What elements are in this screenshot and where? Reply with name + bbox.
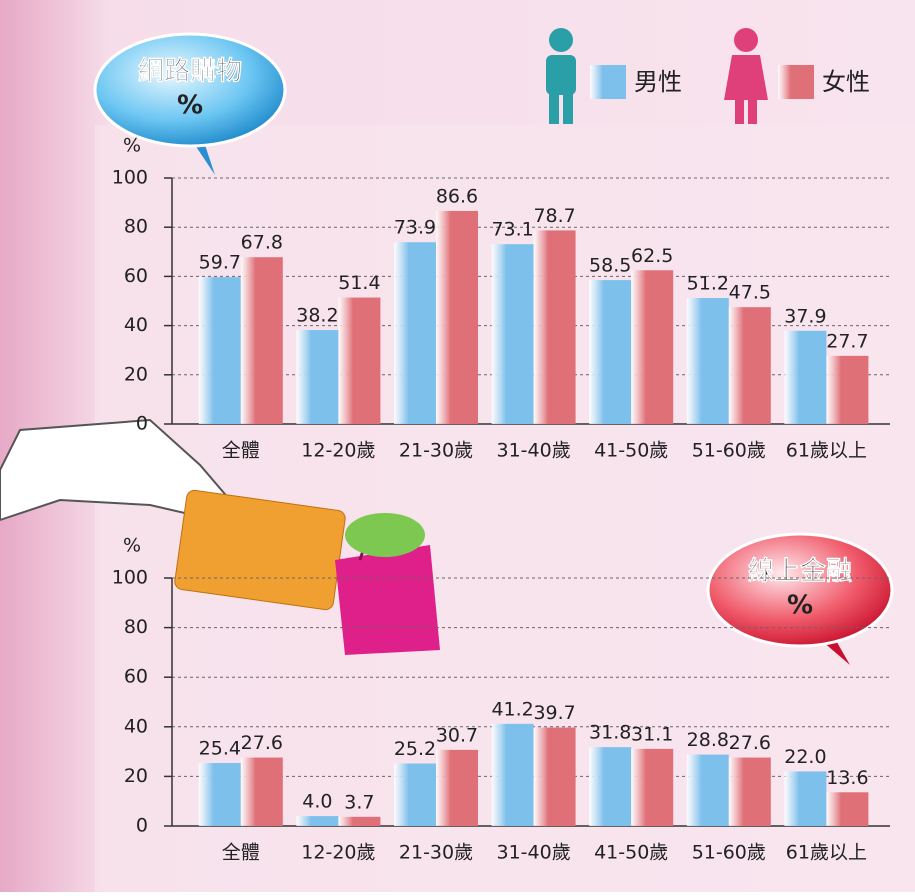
value-label: 78.7 [533,205,575,227]
value-label: 37.9 [784,305,826,327]
chart-title: 線上金融 [748,556,852,587]
y-axis-label: % [123,135,141,157]
value-label: 41.2 [491,698,533,720]
y-tick-label: 60 [124,265,148,287]
value-label: 86.6 [436,185,478,207]
x-tick-label: 31-40歲 [496,440,570,462]
value-label: 51.2 [687,273,729,295]
value-label: 27.6 [729,732,771,754]
y-tick-label: 20 [124,363,148,385]
bar [492,724,534,826]
x-tick-label: 21-30歲 [399,440,473,462]
bar [534,728,576,826]
value-label: 25.4 [199,738,241,760]
chart: 網路購物%%020406080100全體59.767.812-20歲38.251… [0,0,915,892]
value-label: 51.4 [338,272,380,294]
bar [631,749,673,826]
x-tick-label: 41-50歲 [594,842,668,864]
x-tick-label: 12-20歲 [301,842,375,864]
bar [729,758,771,826]
x-tick-label: 全體 [222,842,260,864]
bar [534,230,576,424]
y-tick-label: 100 [112,167,148,189]
value-label: 3.7 [344,791,374,813]
value-label: 25.2 [394,738,436,760]
bar [784,331,826,424]
value-label: 4.0 [302,791,332,813]
bar [687,755,729,826]
x-tick-label: 全體 [222,440,260,462]
bar [199,277,241,424]
x-tick-label: 41-50歲 [594,440,668,462]
bar [296,330,338,424]
y-tick-label: 20 [124,765,148,787]
bar [687,298,729,424]
value-label: 13.6 [826,767,868,789]
bar [199,763,241,826]
bar [826,792,868,826]
bar [394,764,436,826]
bar [631,270,673,424]
legend-label: 女性 [822,68,870,96]
legend-swatch [778,65,814,99]
bar [589,280,631,424]
x-tick-label: 61歲以上 [786,440,867,462]
value-label: 27.7 [826,330,868,352]
x-tick-label: 21-30歲 [399,842,473,864]
value-label: 62.5 [631,245,673,267]
chart-title: 網路購物 [138,56,242,87]
value-label: 73.9 [394,217,436,239]
chart-subtitle: % [787,591,813,621]
value-label: 73.1 [491,219,533,241]
legend-swatch [590,65,626,99]
bar [338,298,380,424]
bar [394,242,436,424]
y-tick-label: 80 [124,216,148,238]
y-tick-label: 0 [136,413,148,435]
value-label: 22.0 [784,746,826,768]
y-tick-label: 40 [124,715,148,737]
bar [436,211,478,424]
y-axis-label: % [123,535,141,557]
y-tick-label: 100 [112,567,148,589]
bar [296,816,338,826]
bar [589,747,631,826]
x-tick-label: 51-60歲 [692,842,766,864]
chart-subtitle: % [177,91,203,121]
value-label: 27.6 [241,732,283,754]
bar [826,356,868,424]
bar [729,307,771,424]
value-label: 38.2 [296,305,338,327]
value-label: 67.8 [241,232,283,254]
bar [492,244,534,424]
bar [241,758,283,826]
value-label: 31.1 [631,723,673,745]
value-label: 28.8 [687,729,729,751]
value-label: 58.5 [589,255,631,277]
value-label: 31.8 [589,722,631,744]
bar [241,257,283,424]
y-tick-label: 0 [136,815,148,837]
x-tick-label: 12-20歲 [301,440,375,462]
bar [784,771,826,826]
legend-label: 男性 [634,68,682,96]
y-tick-label: 60 [124,666,148,688]
value-label: 59.7 [199,252,241,274]
x-tick-label: 31-40歲 [496,842,570,864]
y-tick-label: 80 [124,616,148,638]
bar [436,750,478,826]
value-label: 30.7 [436,724,478,746]
value-label: 47.5 [729,282,771,304]
y-tick-label: 40 [124,314,148,336]
bar [338,817,380,826]
x-tick-label: 61歲以上 [786,842,867,864]
x-tick-label: 51-60歲 [692,440,766,462]
value-label: 39.7 [533,702,575,724]
